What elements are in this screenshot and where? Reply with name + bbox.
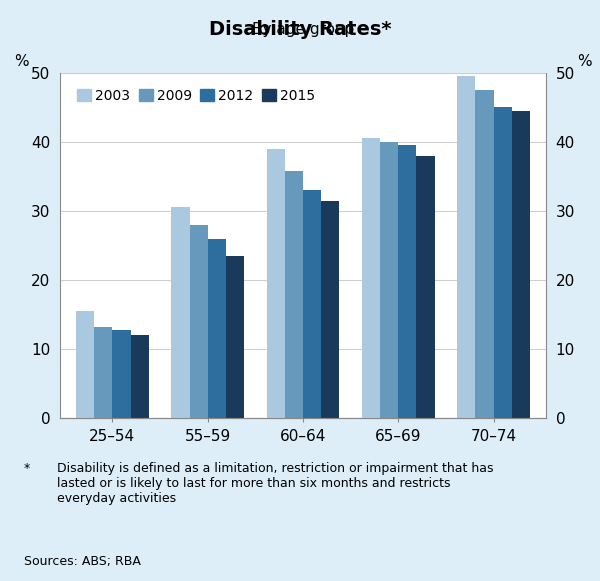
Bar <box>362 138 380 418</box>
Bar <box>457 76 475 418</box>
Text: Disability Rates*: Disability Rates* <box>209 20 391 40</box>
Bar <box>494 107 512 418</box>
Bar <box>76 311 94 418</box>
Bar <box>285 171 303 418</box>
Text: %: % <box>578 54 592 69</box>
Bar <box>398 145 416 418</box>
Bar <box>190 225 208 418</box>
Bar <box>267 149 285 418</box>
Bar <box>512 110 530 418</box>
Text: %: % <box>14 54 28 69</box>
Bar <box>112 330 131 418</box>
Title: By age group: By age group <box>252 21 354 37</box>
Bar <box>380 142 398 418</box>
Bar <box>321 200 339 418</box>
Bar <box>94 327 112 418</box>
Text: *: * <box>24 462 30 475</box>
Bar <box>416 156 434 418</box>
Bar <box>303 190 321 418</box>
Bar <box>475 90 494 418</box>
Legend: 2003, 2009, 2012, 2015: 2003, 2009, 2012, 2015 <box>72 83 320 108</box>
Bar <box>172 207 190 418</box>
Bar <box>131 335 149 418</box>
Bar <box>226 256 244 418</box>
Text: Disability is defined as a limitation, restriction or impairment that has
lasted: Disability is defined as a limitation, r… <box>57 462 493 505</box>
Bar <box>208 239 226 418</box>
Text: Sources: ABS; RBA: Sources: ABS; RBA <box>24 555 141 568</box>
